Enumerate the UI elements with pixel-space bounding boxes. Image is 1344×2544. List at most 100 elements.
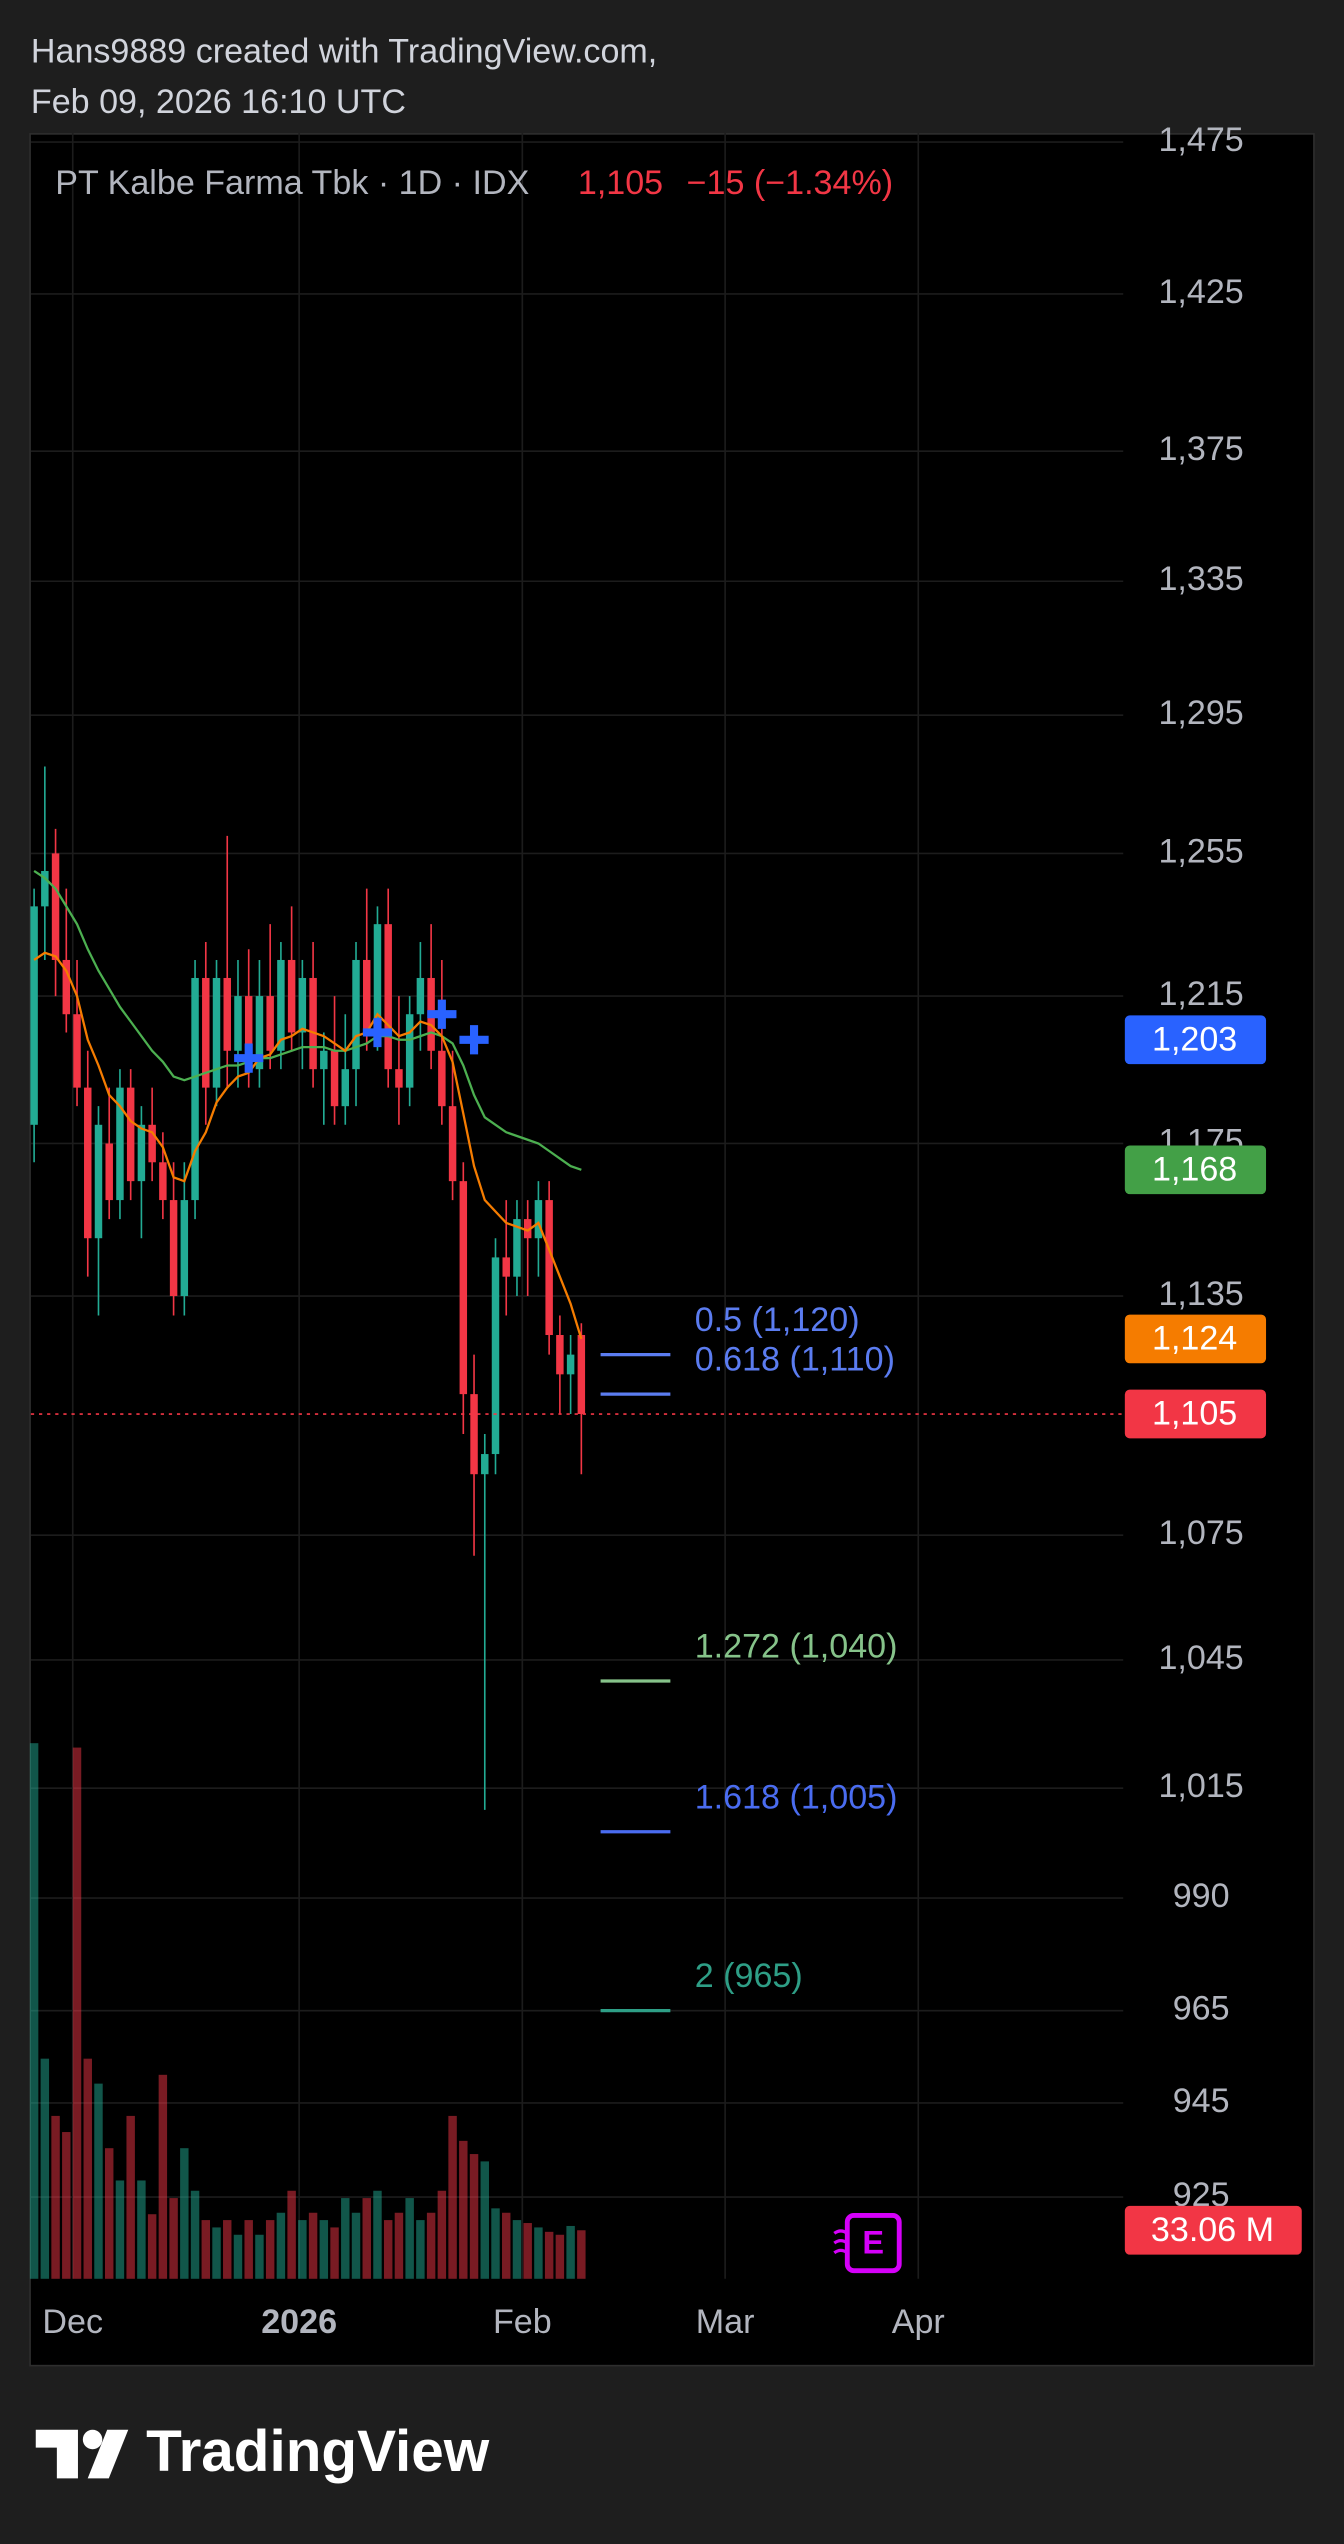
volume-bar [62,2132,71,2279]
candle-body [577,1335,586,1415]
volume-bar [298,2220,307,2279]
volume-bar [469,2154,479,2279]
candle-body [41,870,49,907]
candle-body [470,1394,478,1475]
x-tick-label: Apr [892,2303,945,2341]
fib-label: 0.618 (1,110) [695,1341,895,1379]
volume-bar [437,2190,447,2279]
y-tick-label: 1,255 [1158,832,1243,870]
candle-body [556,1335,564,1375]
volume-bar [244,2220,253,2279]
volume-bar [308,2212,318,2279]
volume-bar [180,2148,189,2279]
candle-body [223,977,231,1051]
y-tick-label: 1,135 [1158,1275,1243,1313]
candle-body [309,977,317,1070]
y-tick-label: 1,475 [1158,121,1243,159]
y-tick-label: 1,295 [1158,694,1243,732]
candle-body [566,1354,575,1375]
candle-body [438,1050,446,1107]
volume-bar [491,2208,500,2279]
candle-body [255,996,264,1070]
signal-marker [234,1043,264,1073]
volume-bar [169,2198,178,2279]
candle-body [191,977,199,1201]
volume-bar [255,2234,264,2279]
volume-bar [126,2115,135,2279]
candle-body [298,977,307,1033]
chart-panel [29,133,1315,2367]
volume-bar [341,2198,350,2279]
volume-bar [512,2220,522,2279]
candle-body [180,1200,189,1297]
fib-label: 1.618 (1,005) [695,1778,898,1816]
candle-body [277,959,285,1051]
volume-bar [416,2220,425,2279]
candle-body [30,906,38,1125]
candle-body [545,1200,553,1336]
earnings-waves [833,2229,849,2255]
earnings-letter: E [862,2224,884,2260]
volume-bar [212,2227,221,2279]
volume-bar [51,2115,60,2279]
y-tick-label: 990 [1173,1877,1230,1915]
candle-body [491,1257,500,1455]
candle-body [459,1181,468,1395]
volume-bar [534,2227,543,2279]
candle-body [266,996,274,1051]
logo-dot [82,2429,103,2450]
volume-bar [566,2225,575,2279]
x-tick-label: Mar [696,2303,755,2341]
logo-mark [35,2429,78,2479]
volume-bar [351,2212,361,2279]
candle-body [502,1257,510,1277]
price-label: 1,105 [1152,1395,1237,1433]
y-tick-label: 1,425 [1158,273,1243,311]
volume-bar [276,2212,286,2279]
candle-body [384,924,392,1070]
volume-label: 33.06 M [1151,2211,1274,2249]
candle-body [116,1087,124,1201]
x-tick-label: Dec [42,2303,103,2341]
candle-body [481,1454,489,1475]
candle-body [94,1124,103,1239]
candle-body [448,1106,457,1182]
candle-body [212,977,221,1088]
volume-bar [330,2227,339,2279]
candle-body [148,1124,156,1163]
candle-body [126,1087,135,1182]
volume-bar [426,2212,436,2279]
volume-bar [319,2220,329,2279]
y-tick-label: 1,075 [1158,1514,1243,1552]
y-tick-label: 1,215 [1158,975,1243,1013]
candle-body [395,1069,403,1088]
candle-body [513,1219,521,1277]
volume-bar [362,2198,371,2279]
volume-bar [480,2161,489,2279]
volume-bar [115,2180,125,2279]
x-tick-label: Feb [493,2303,552,2341]
candle-body [373,924,382,1033]
y-tick-label: 965 [1173,1990,1230,2028]
price-label: 1,203 [1152,1020,1237,1058]
candle-body [352,959,360,1070]
candle-body [62,959,71,1015]
volume-bar [190,2190,200,2279]
candle-body [330,1050,339,1107]
y-tick-label: 1,335 [1158,560,1243,598]
header-author: Hans9889 created with TradingView.com, [31,33,657,71]
candle-body [73,1014,81,1088]
earnings-icon[interactable]: E [833,2213,902,2274]
y-tick-label: 1,375 [1158,430,1243,468]
volume-bar [523,2223,532,2279]
volume-bar [502,2212,511,2279]
candle-body [416,977,425,1015]
price-change: −15 (−1.34%) [687,164,894,202]
volume-bar [394,2212,404,2279]
x-tick-label: 2026 [261,2303,337,2341]
brand: TradingView [146,2419,490,2484]
volume-bar [373,2190,382,2279]
candle-body [169,1200,178,1297]
